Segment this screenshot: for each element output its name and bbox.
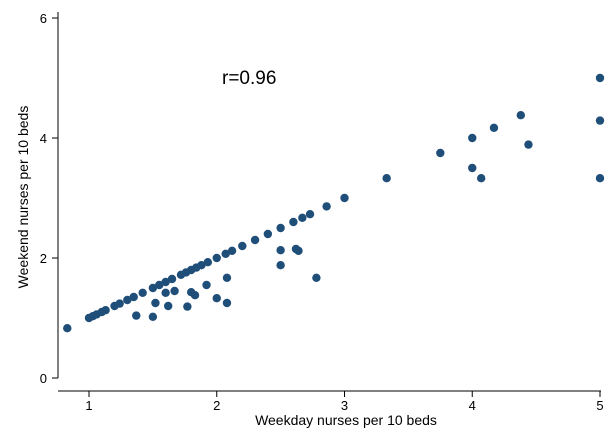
correlation-annotation: r=0.96	[222, 68, 276, 89]
data-point	[294, 246, 303, 255]
data-point	[322, 202, 331, 211]
data-point	[129, 292, 138, 302]
data-point	[212, 253, 221, 263]
data-point	[276, 246, 285, 255]
x-tick-label: 4	[469, 398, 476, 413]
data-point	[238, 241, 247, 251]
data-point	[221, 249, 230, 258]
x-tick-label: 2	[213, 398, 220, 413]
data-point	[436, 148, 445, 158]
data-point	[115, 299, 124, 308]
data-point	[151, 298, 160, 308]
data-point	[595, 116, 605, 125]
data-point	[524, 140, 533, 149]
data-point	[263, 229, 273, 239]
data-point	[212, 294, 221, 303]
data-point	[276, 223, 285, 233]
data-point	[167, 274, 177, 284]
data-point	[222, 273, 232, 282]
data-point	[289, 217, 298, 227]
x-axis-ticks: 1 2 3 4 5	[85, 391, 604, 413]
data-point	[148, 312, 158, 321]
x-tick-label: 5	[596, 398, 603, 413]
data-point	[298, 213, 307, 222]
data-point	[101, 306, 110, 315]
y-axis-title: Weekend nurses per 10 beds	[15, 106, 31, 289]
data-point	[250, 235, 260, 245]
data-point	[63, 324, 72, 333]
data-point	[276, 261, 285, 270]
data-point	[595, 73, 605, 83]
y-tick-label: 0	[40, 371, 47, 386]
data-point	[222, 298, 232, 308]
data-point	[161, 288, 170, 297]
data-point	[227, 246, 237, 255]
data-point	[155, 280, 164, 290]
data-point	[183, 302, 192, 311]
y-axis-ticks: 0 2 4 6	[40, 11, 58, 386]
data-point	[202, 280, 211, 290]
data-point	[190, 291, 200, 300]
data-point	[197, 261, 206, 270]
data-point	[382, 174, 391, 183]
data-point	[148, 283, 158, 293]
data-point	[468, 133, 477, 143]
x-tick-label: 3	[341, 398, 348, 413]
data-point	[340, 193, 349, 203]
data-point	[468, 163, 477, 173]
x-axis-title: Weekday nurses per 10 beds	[255, 412, 437, 428]
y-tick-label: 4	[40, 131, 47, 146]
data-point	[170, 286, 179, 296]
data-point	[489, 123, 499, 132]
data-point	[203, 258, 213, 267]
data-point	[161, 277, 170, 287]
data-point	[138, 288, 147, 297]
data-point	[164, 301, 173, 311]
data-point	[305, 210, 315, 219]
data-point	[312, 273, 321, 282]
data-point	[476, 174, 486, 183]
data-point	[123, 295, 132, 305]
data-point	[132, 311, 141, 320]
x-tick-label: 1	[85, 398, 92, 413]
data-point	[516, 111, 525, 120]
data-point	[595, 174, 605, 183]
data-points	[63, 73, 605, 333]
y-tick-label: 2	[40, 251, 47, 266]
y-tick-label: 6	[40, 11, 47, 26]
